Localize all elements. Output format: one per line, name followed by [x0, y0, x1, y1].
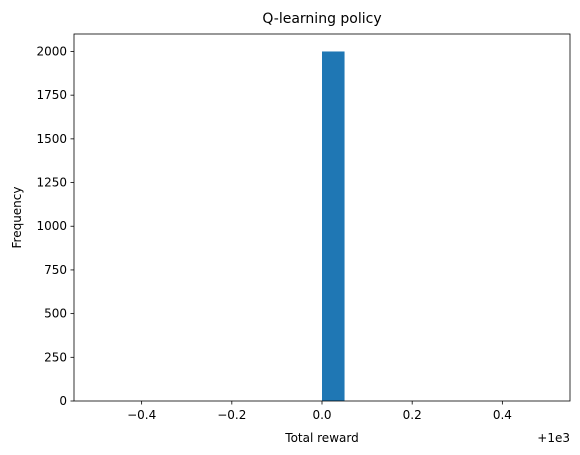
- y-tick-label: 1500: [36, 132, 67, 146]
- x-tick-label: 0.4: [493, 408, 512, 422]
- x-axis-offset-label: +1e3: [537, 431, 570, 445]
- y-tick-label: 1750: [36, 88, 67, 102]
- chart-title: Q-learning policy: [262, 11, 381, 27]
- plot-frame: [73, 33, 571, 402]
- y-tick-label: 1000: [36, 219, 67, 233]
- x-tick-label: 0.2: [403, 408, 422, 422]
- y-axis-label: Frequency: [10, 187, 24, 249]
- y-axis-ticks: 0 250 500 750 1000 1250 1500 1750 2000: [36, 44, 74, 408]
- y-tick-label: 500: [44, 307, 67, 321]
- y-tick-label: 2000: [36, 44, 67, 58]
- y-tick-label: 750: [44, 263, 67, 277]
- x-axis-label: Total reward: [284, 431, 358, 445]
- bars: [322, 51, 345, 401]
- histogram-bar: [322, 51, 345, 401]
- y-tick-label: 0: [59, 394, 67, 408]
- x-tick-label: 0.0: [312, 408, 331, 422]
- y-tick-label: 1250: [36, 176, 67, 190]
- x-axis-ticks: −0.4 −0.2 0.0 0.2 0.4: [127, 401, 512, 422]
- x-tick-label: −0.4: [127, 408, 156, 422]
- y-tick-label: 250: [44, 350, 67, 364]
- x-tick-label: −0.2: [217, 408, 246, 422]
